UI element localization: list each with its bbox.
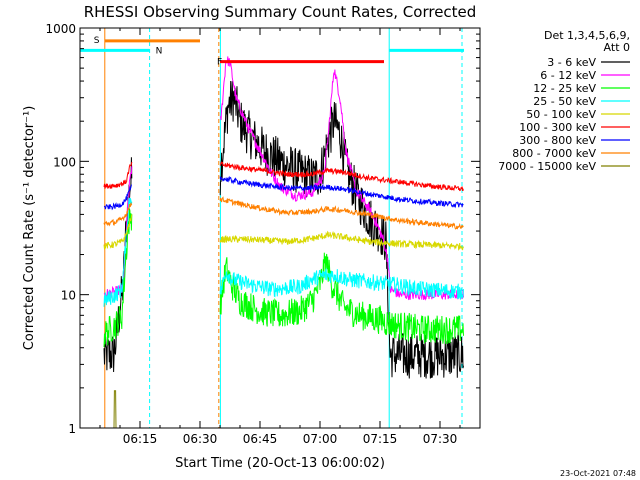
- series-line-6: [104, 175, 464, 211]
- y-tick-label: 1: [68, 422, 76, 436]
- series-line-7: [103, 196, 464, 230]
- state-label-0: S: [94, 36, 100, 46]
- legend-entry: 12 - 25 keV: [533, 82, 596, 95]
- legend-entry: 7000 - 15000 keV: [498, 160, 596, 173]
- legend-entry: 100 - 300 keV: [519, 121, 596, 134]
- x-tick-label: 07:00: [303, 432, 338, 446]
- series-line-4: [103, 214, 464, 251]
- x-tick-label: 06:45: [243, 432, 278, 446]
- legend-entry: 3 - 6 keV: [547, 56, 596, 69]
- chart-title: RHESSI Observing Summary Count Rates, Co…: [84, 3, 477, 21]
- legend-entry: 6 - 12 keV: [540, 69, 596, 82]
- legend-entry: 300 - 800 keV: [519, 134, 596, 147]
- y-tick-label: 10: [61, 289, 76, 303]
- timestamp: 23-Oct-2021 07:48: [560, 469, 636, 478]
- legend-entry: 25 - 50 keV: [533, 95, 596, 108]
- x-tick-label: 07:15: [363, 432, 398, 446]
- legend-header: Att 0: [604, 41, 630, 54]
- series-line-8: [113, 390, 117, 428]
- legend-entry: 50 - 100 keV: [526, 108, 596, 121]
- state-label-3: F: [217, 58, 222, 68]
- state-label-1: N: [156, 46, 163, 56]
- legend-header: Det 1,3,4,5,6,9,: [544, 29, 630, 42]
- y-tick-label: 1000: [45, 22, 76, 36]
- x-tick-label: 07:30: [423, 432, 458, 446]
- y-tick-label: 100: [53, 155, 76, 169]
- legend-entry: 800 - 7000 keV: [512, 147, 596, 160]
- series-line-2: [103, 208, 464, 348]
- x-tick-label: 06:30: [183, 432, 218, 446]
- x-axis: 06:15 06:30 06:45 07:00 07:15 07:30: [79, 28, 481, 446]
- plot-area: [80, 28, 464, 428]
- y-axis: 1 10 100 1000: [45, 22, 480, 436]
- series-line-5: [103, 160, 464, 192]
- x-axis-label: Start Time (20-Oct-13 06:00:02): [175, 456, 385, 471]
- x-tick-label: 06:15: [123, 432, 158, 446]
- y-axis-label: Corrected Count Rate (s⁻¹ detector⁻¹): [22, 106, 37, 351]
